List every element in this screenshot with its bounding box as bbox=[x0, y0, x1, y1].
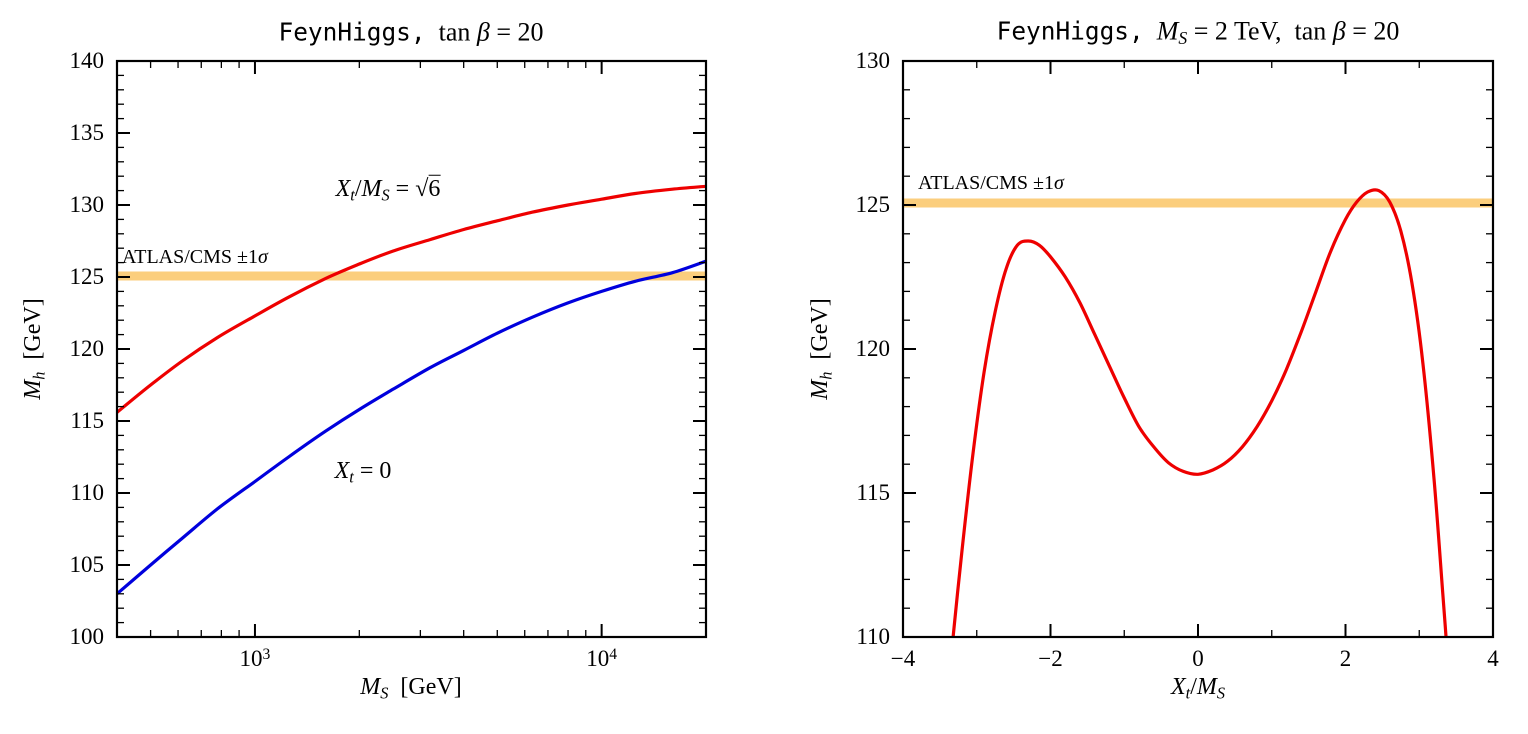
y-tick-label: 100 bbox=[69, 624, 105, 649]
left-y-axis-label: Mh [GeV] bbox=[19, 298, 49, 400]
axes-spine bbox=[901, 59, 1495, 639]
x-tick-label: 104 bbox=[586, 646, 618, 672]
y-tick-label: 125 bbox=[69, 264, 105, 289]
x-tick-label: −4 bbox=[890, 646, 916, 671]
atlas-cms-band bbox=[903, 198, 1493, 208]
x-tick-label: 2 bbox=[1339, 646, 1352, 671]
y-tick-label: 110 bbox=[70, 480, 104, 505]
annotation-xt-sqrt6: Xt/MS = √6 bbox=[335, 174, 441, 205]
right-y-axis-label: Mh [GeV] bbox=[806, 298, 836, 400]
y-tick-label: 110 bbox=[856, 624, 890, 649]
y-tick-label: 125 bbox=[855, 192, 891, 217]
y-tick-label: 130 bbox=[69, 192, 105, 217]
curve-left-1 bbox=[117, 259, 706, 596]
annotation-atlas-band-left: ATLAS/CMS ±1σ bbox=[122, 246, 268, 268]
x-tick-label: 4 bbox=[1487, 646, 1499, 671]
curve-right-0 bbox=[951, 188, 1448, 637]
annotation-xt-zero: Xt = 0 bbox=[334, 457, 392, 487]
axes-spine bbox=[115, 59, 708, 639]
atlas-cms-band bbox=[117, 271, 706, 281]
annotation-atlas-band-right: ATLAS/CMS ±1σ bbox=[918, 172, 1064, 194]
x-tick-label: 103 bbox=[239, 646, 271, 672]
x-tick-label: 0 bbox=[1192, 646, 1204, 671]
y-tick-label: 105 bbox=[69, 552, 105, 577]
x-tick-label: −2 bbox=[1038, 646, 1063, 671]
y-tick-label: 130 bbox=[855, 48, 891, 73]
curve-left-0 bbox=[117, 184, 706, 414]
right-panel-title: FeynHiggs, MS = 2 TeV, tan β = 20 bbox=[996, 16, 1400, 49]
y-tick-label: 115 bbox=[856, 480, 890, 505]
left-panel-title: FeynHiggs, tan β = 20 bbox=[278, 17, 544, 47]
left-x-axis-label: MS [GeV] bbox=[360, 674, 462, 703]
y-tick-label: 115 bbox=[70, 408, 104, 433]
right-x-axis-label: Xt/MS bbox=[1170, 674, 1226, 703]
y-tick-label: 135 bbox=[69, 120, 105, 145]
y-tick-label: 120 bbox=[69, 336, 105, 361]
y-tick-label: 120 bbox=[855, 336, 891, 361]
y-tick-label: 140 bbox=[69, 48, 105, 73]
